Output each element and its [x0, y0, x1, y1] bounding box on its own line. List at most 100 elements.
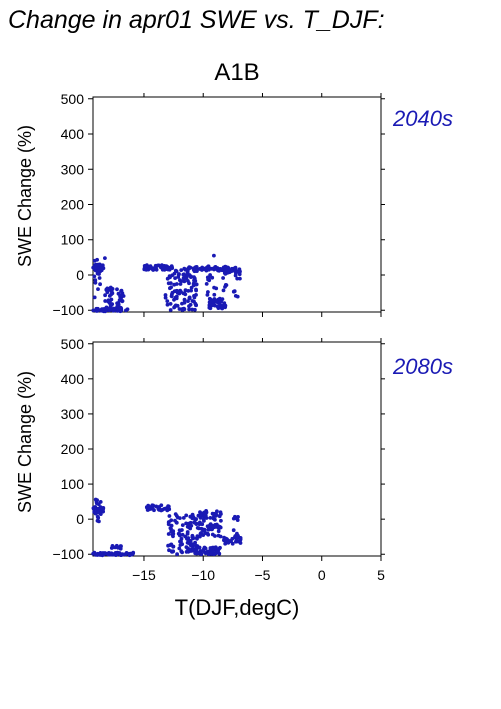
data-point [187, 266, 192, 271]
x-tick-label: −5 [254, 567, 270, 583]
data-point [169, 526, 173, 531]
data-point [98, 553, 103, 557]
data-point [124, 551, 129, 555]
data-point [210, 275, 215, 280]
data-point [186, 536, 191, 540]
data-point [184, 513, 189, 518]
data-point [119, 288, 124, 293]
data-point [190, 516, 195, 521]
data-point [151, 266, 155, 271]
data-point [183, 292, 188, 297]
data-point [93, 278, 98, 283]
data-point [194, 517, 199, 522]
data-point [115, 287, 119, 292]
data-point [95, 518, 100, 523]
data-point [233, 267, 238, 272]
data-point [195, 526, 200, 530]
data-point [222, 302, 227, 307]
data-point [213, 265, 217, 270]
y-tick-label: 0 [76, 511, 84, 527]
data-point [187, 307, 192, 312]
data-point [219, 303, 224, 308]
data-point [197, 545, 202, 550]
data-point [103, 299, 108, 303]
data-point [109, 297, 114, 302]
data-point [235, 534, 240, 539]
data-point [190, 299, 195, 303]
data-point [203, 546, 208, 551]
data-point [92, 295, 97, 300]
data-point [171, 544, 176, 549]
data-point [238, 538, 243, 542]
data-point [188, 539, 193, 543]
data-point [103, 551, 108, 556]
data-point [209, 298, 214, 302]
panel-2040s: 2040s SWE Change (%) −100 0 100 200 300 400 50… [15, 91, 453, 318]
data-point [237, 267, 242, 272]
data-point [192, 278, 196, 283]
data-point [95, 308, 100, 312]
data-point [175, 515, 180, 520]
data-point [104, 305, 109, 310]
x-tick-label: −10 [191, 567, 215, 583]
y-tick-label: 300 [61, 406, 85, 422]
data-point [214, 299, 219, 304]
data-point [221, 288, 226, 293]
y-tick-label: 200 [61, 197, 85, 213]
scatter-points [91, 497, 243, 558]
data-point [168, 281, 173, 285]
ticks: −100 0 100 200 300 400 500 [52, 91, 385, 318]
data-point [188, 302, 193, 307]
data-point [210, 303, 215, 308]
panel-2080s: 2080s SWE Change (%) −100010020030040050… [15, 336, 453, 620]
data-point [193, 548, 198, 552]
y-axis-label: SWE Change (%) [15, 125, 35, 267]
data-point [185, 524, 190, 529]
data-point [194, 521, 199, 526]
data-point [181, 516, 186, 520]
data-point [212, 285, 217, 290]
data-point [109, 303, 114, 307]
data-point [172, 282, 177, 287]
plot-frame [92, 341, 382, 557]
period-label-2080s: 2080s [392, 354, 453, 379]
data-point [165, 267, 169, 271]
data-point [96, 515, 101, 520]
data-point [208, 306, 213, 311]
data-point [165, 302, 170, 307]
data-point [92, 507, 97, 511]
x-axis-label: T(DJF,degC) [175, 595, 300, 620]
data-point [208, 516, 213, 520]
data-point [174, 520, 179, 525]
data-point [159, 503, 164, 508]
data-point [180, 301, 184, 306]
data-point [115, 304, 119, 309]
data-point [173, 268, 178, 273]
data-point [183, 288, 188, 293]
x-tick-label: −15 [132, 567, 156, 583]
data-point [98, 512, 103, 516]
data-point [188, 520, 193, 525]
data-point [183, 267, 188, 272]
data-point [201, 533, 206, 537]
data-point [213, 524, 218, 529]
data-point [173, 276, 178, 280]
data-point [109, 546, 114, 550]
data-point [154, 266, 158, 270]
data-point [211, 545, 216, 550]
data-point [169, 285, 174, 290]
data-point [233, 273, 238, 278]
data-point [186, 279, 190, 283]
data-point [178, 543, 183, 547]
y-tick-label: 100 [61, 476, 85, 492]
data-point [194, 265, 199, 269]
data-point [194, 287, 198, 292]
page-title: Change in apr01 SWE vs. T_DJF: [8, 6, 385, 34]
data-point [193, 540, 198, 545]
data-point [233, 294, 238, 298]
period-label-2040s: 2040s [392, 106, 453, 131]
data-point [186, 299, 190, 303]
data-point [158, 508, 163, 512]
data-point [98, 282, 102, 287]
data-point [169, 518, 174, 523]
